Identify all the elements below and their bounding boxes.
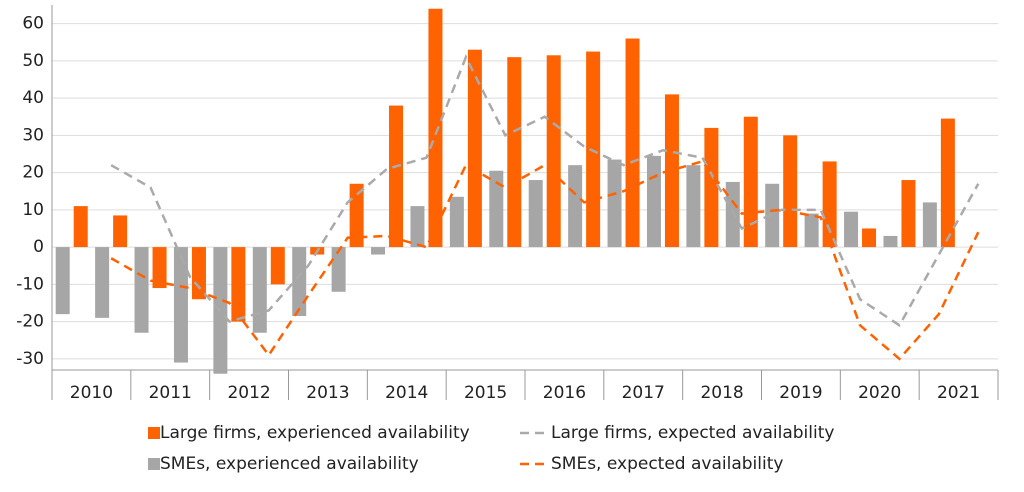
bar	[625, 38, 640, 248]
legend-label: SMEs, experienced availability	[160, 454, 419, 474]
bar	[704, 127, 719, 248]
bar	[922, 202, 937, 248]
legend-label: Large firms, expected availability	[551, 423, 834, 443]
bar	[686, 165, 701, 248]
bar	[783, 135, 798, 248]
bar	[607, 159, 622, 248]
line	[110, 159, 980, 361]
bar	[743, 116, 758, 248]
y-tick-label: 0	[33, 237, 44, 257]
y-tick-label: -10	[16, 274, 44, 294]
bar	[528, 180, 543, 248]
bar	[646, 155, 661, 248]
x-tick-label: 2019	[779, 383, 822, 403]
bar	[883, 235, 898, 248]
bar	[862, 228, 877, 248]
bar	[252, 247, 267, 333]
y-tick-label: 20	[22, 163, 44, 183]
bar	[844, 211, 859, 248]
x-tick-label: 2021	[937, 383, 980, 403]
bar	[73, 206, 88, 248]
y-tick-label: 40	[22, 88, 44, 108]
legend-swatch	[148, 458, 160, 470]
bar	[134, 247, 149, 333]
bar	[489, 170, 504, 248]
bar	[428, 8, 443, 248]
bar	[331, 247, 346, 292]
line	[110, 54, 980, 328]
legend-label: Large firms, experienced availability	[160, 423, 470, 443]
bar	[173, 247, 188, 363]
bar	[152, 247, 167, 289]
x-tick-label: 2016	[543, 383, 586, 403]
x-tick-label: 2018	[700, 383, 743, 403]
bar	[664, 94, 679, 248]
legend-label: SMEs, expected availability	[551, 454, 783, 474]
y-tick-label: 60	[22, 14, 44, 34]
bar	[822, 161, 837, 248]
y-tick-label: 50	[22, 51, 44, 71]
x-tick-label: 2010	[70, 383, 113, 403]
bar	[546, 55, 561, 248]
bar	[389, 105, 404, 248]
bar	[292, 247, 307, 316]
bar	[804, 213, 819, 248]
x-tick-label: 2011	[149, 383, 192, 403]
y-tick-label: 10	[22, 200, 44, 220]
bar	[507, 57, 522, 248]
bar	[191, 247, 206, 300]
bar	[586, 51, 601, 248]
legend-swatch	[148, 427, 160, 439]
bar	[568, 165, 583, 248]
bar	[95, 247, 110, 318]
bar	[371, 247, 386, 255]
x-tick-label: 2014	[385, 383, 428, 403]
bar	[467, 49, 482, 248]
x-tick-label: 2013	[306, 383, 349, 403]
x-tick-label: 2020	[858, 383, 901, 403]
bar	[113, 215, 128, 248]
bar	[410, 206, 425, 248]
y-tick-label: -30	[16, 349, 44, 369]
x-tick-label: 2017	[622, 383, 665, 403]
y-tick-label: -20	[16, 312, 44, 332]
x-tick-label: 2015	[464, 383, 507, 403]
bar	[349, 183, 364, 248]
bar	[449, 196, 464, 248]
bar	[231, 247, 246, 322]
x-tick-label: 2012	[227, 383, 270, 403]
y-tick-label: 30	[22, 125, 44, 145]
bar	[55, 247, 70, 315]
bar	[901, 180, 916, 248]
bar	[940, 118, 955, 248]
bar	[270, 247, 285, 285]
